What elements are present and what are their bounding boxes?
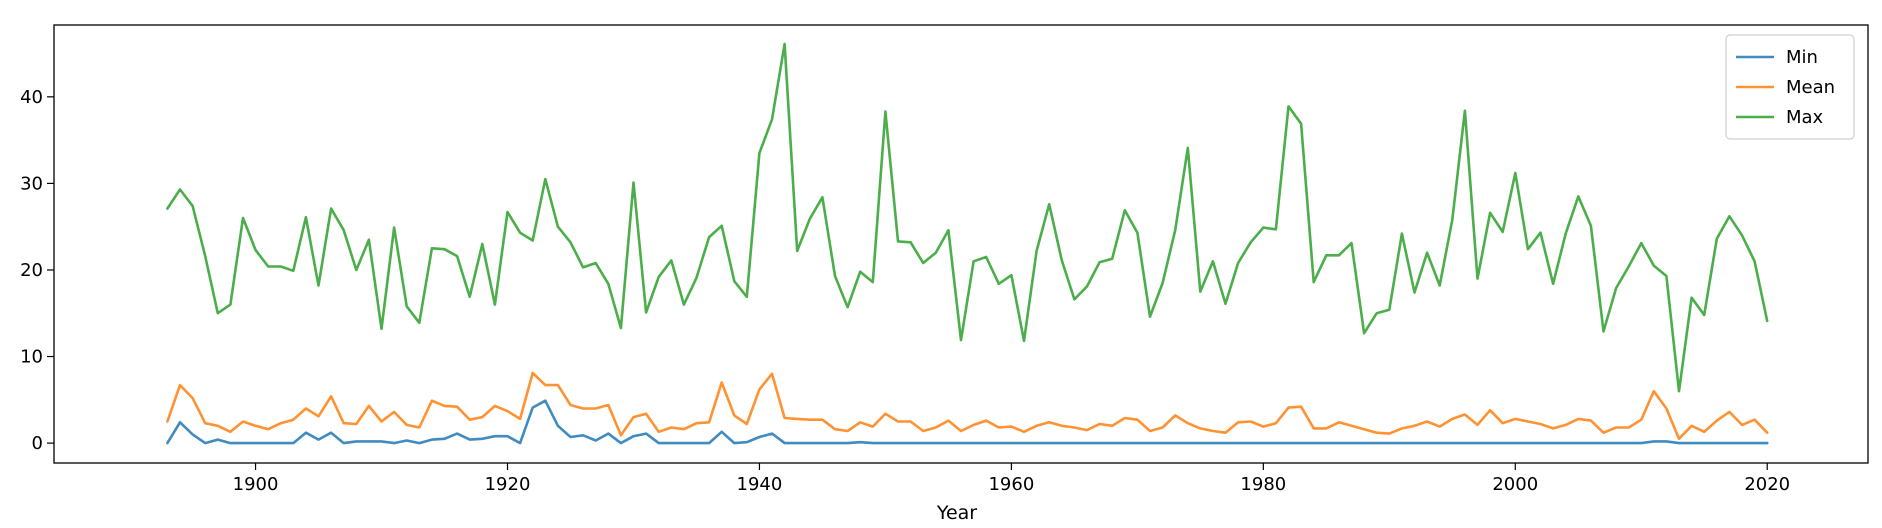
x-tick-label: 1900 [233,474,279,495]
ticks-layer: 1900 1920 1940 1960 1980 2000 2020 0 10 20 30 40 [20,87,1790,495]
x-tick-label: 2000 [1492,474,1538,495]
plot-frame [53,24,1869,464]
legend-label-mean: Mean [1786,77,1835,98]
y-tick-label: 0 [32,433,43,454]
x-tick-label: 1920 [485,474,531,495]
y-tick-label: 30 [20,173,43,194]
plot-area [54,25,1868,463]
legend-frame [1725,34,1855,140]
x-tick-label: 1940 [737,474,783,495]
series-line-max [166,42,1769,393]
x-tick-label: 1980 [1240,474,1286,495]
series-layer [166,42,1769,445]
legend-label-max: Max [1786,107,1824,128]
y-tick-label: 10 [20,347,43,368]
x-tick-label: 1960 [988,474,1034,495]
legend-label-min: Min [1786,47,1818,68]
series-line-mean [166,371,1769,441]
legend: Min Mean Max [1725,34,1855,140]
series-line-min [166,399,1769,445]
y-tick-label: 20 [20,260,43,281]
x-axis-label: Year [936,502,977,524]
y-tick-label: 40 [20,87,43,108]
x-tick-label: 2020 [1744,474,1790,495]
